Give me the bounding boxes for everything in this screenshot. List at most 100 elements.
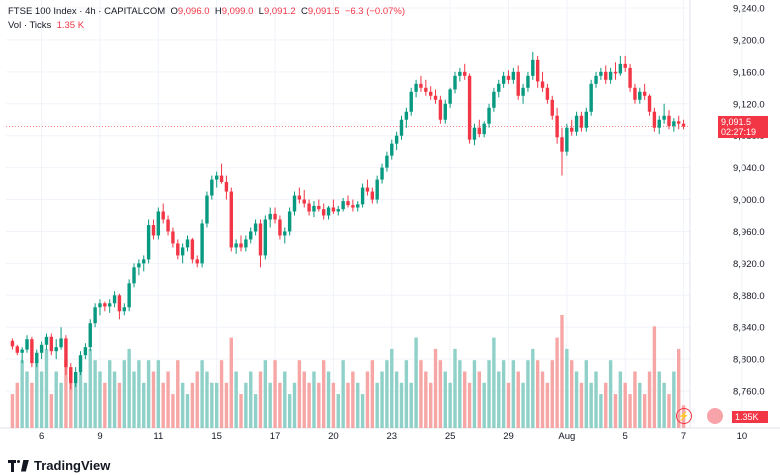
tradingview-avatar-icon[interactable]: [707, 408, 723, 424]
candle-body: [506, 75, 511, 80]
candle-body: [287, 211, 292, 232]
volume-bar: [497, 371, 501, 428]
candle-body: [628, 67, 632, 88]
candle-body: [677, 121, 681, 124]
volume-bar: [526, 360, 530, 428]
candle-body: [424, 87, 428, 92]
candle-body: [297, 195, 302, 200]
candle-body: [594, 75, 598, 84]
candle-body: [438, 99, 443, 120]
candle-body: [375, 179, 379, 200]
candle-body: [545, 87, 550, 100]
candle-body: [73, 371, 78, 384]
volume-bar: [424, 371, 428, 428]
volume-bar: [15, 382, 19, 428]
volume-bar: [263, 360, 268, 428]
volume-bar: [195, 371, 199, 428]
volume-bar: [419, 360, 423, 428]
candle-body: [10, 340, 15, 347]
volume-bar: [356, 382, 360, 428]
y-tick-label: 8,880.0: [733, 291, 765, 302]
candle-body: [657, 119, 661, 128]
y-tick-label: 8,840.0: [733, 323, 765, 334]
volume-bar: [667, 394, 671, 428]
volume-bar: [278, 382, 282, 428]
candle-body: [336, 209, 340, 212]
volume-bar: [331, 382, 336, 428]
low-value: 9,091.2: [263, 6, 296, 17]
volume-bar: [477, 371, 482, 428]
volume-bar: [574, 371, 579, 428]
volume-bar: [64, 360, 68, 428]
volume-bar: [341, 360, 345, 428]
volume-bar: [268, 382, 272, 428]
volume-bar: [638, 382, 642, 428]
candle-body: [312, 205, 316, 212]
candle-body: [224, 181, 229, 192]
candle-body: [69, 367, 73, 384]
candle-body: [326, 207, 331, 216]
candle-body: [453, 75, 457, 90]
volume-bar: [492, 337, 496, 428]
volume-bar: [297, 360, 302, 428]
candle-body: [321, 209, 326, 216]
bar-countdown: 02:27:19: [721, 127, 757, 137]
candle-body: [360, 187, 365, 205]
candle-body: [574, 115, 579, 132]
volume-bar: [565, 348, 569, 428]
candle-body: [39, 344, 44, 353]
candle-body: [161, 211, 165, 220]
volume-label[interactable]: Vol · Ticks: [8, 20, 52, 31]
x-tick-label: 11: [153, 431, 163, 442]
tradingview-logo-icon: [8, 459, 30, 472]
candle-body: [487, 107, 491, 124]
volume-bar: [394, 371, 399, 428]
volume-bar: [677, 348, 681, 428]
candle-body: [205, 195, 209, 224]
volume-bar: [628, 394, 632, 428]
volume-bar: [555, 337, 559, 428]
candle-body: [399, 119, 404, 136]
volume-bar: [467, 382, 472, 428]
volume-bar: [180, 382, 185, 428]
candle-body: [44, 336, 49, 345]
candle-body: [98, 303, 102, 308]
candle-body: [608, 71, 613, 80]
candle-body: [560, 137, 564, 152]
lightning-icon[interactable]: ⚡: [676, 408, 692, 424]
volume-bar: [662, 382, 666, 428]
volume-bar: [385, 360, 389, 428]
y-tick-label: 9,200.0: [733, 35, 765, 46]
volume-bar: [428, 382, 433, 428]
candle-body: [25, 339, 29, 350]
x-tick-label: 6: [39, 431, 44, 442]
volume-bar: [210, 382, 214, 428]
volume-bar: [560, 315, 564, 428]
candle-body: [132, 267, 136, 284]
candle-body: [176, 243, 180, 256]
tradingview-logo-text: TradingView: [34, 458, 111, 473]
volume-bar: [117, 382, 122, 428]
volume-bar: [127, 348, 131, 428]
candle-body: [409, 91, 413, 112]
candle-body: [448, 89, 452, 104]
y-tick-label: 9,160.0: [733, 67, 765, 78]
low-label: L: [258, 6, 264, 17]
candle-body: [672, 121, 676, 127]
volume-bar: [647, 371, 652, 428]
volume-bar: [589, 382, 593, 428]
tradingview-logo[interactable]: TradingView: [8, 458, 110, 473]
volume-bar: [78, 371, 83, 428]
candle-body: [467, 75, 472, 140]
volume-bar: [506, 382, 511, 428]
volume-bar: [146, 360, 151, 428]
candle-body: [599, 71, 603, 76]
volume-bar: [200, 360, 204, 428]
symbol-title[interactable]: FTSE 100 Index · 4h · CAPITALCOM: [8, 6, 166, 17]
volume-bar: [103, 382, 107, 428]
candle-body: [83, 347, 88, 356]
candle-body: [385, 155, 389, 168]
volume-bar: [535, 360, 540, 428]
